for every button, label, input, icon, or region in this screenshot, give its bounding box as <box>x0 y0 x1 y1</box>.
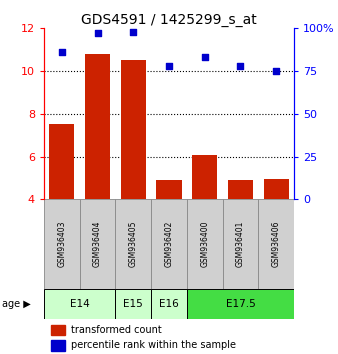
Bar <box>156 180 182 199</box>
FancyBboxPatch shape <box>44 289 115 319</box>
Bar <box>51 340 65 350</box>
Text: GSM936405: GSM936405 <box>129 221 138 267</box>
Text: age ▶: age ▶ <box>2 299 30 309</box>
Text: GSM936402: GSM936402 <box>165 221 173 267</box>
Point <box>202 55 208 60</box>
Bar <box>49 125 74 199</box>
Text: E16: E16 <box>159 299 179 309</box>
Bar <box>85 54 110 199</box>
Point <box>273 68 279 74</box>
FancyBboxPatch shape <box>187 199 223 289</box>
Text: E14: E14 <box>70 299 90 309</box>
FancyBboxPatch shape <box>258 199 294 289</box>
Bar <box>264 179 289 199</box>
Point <box>166 63 172 69</box>
Bar <box>192 155 217 199</box>
Bar <box>51 325 65 335</box>
FancyBboxPatch shape <box>151 289 187 319</box>
Text: GSM936400: GSM936400 <box>200 221 209 267</box>
FancyBboxPatch shape <box>115 199 151 289</box>
Text: GSM936406: GSM936406 <box>272 221 281 267</box>
FancyBboxPatch shape <box>223 199 258 289</box>
Point <box>130 29 136 35</box>
FancyBboxPatch shape <box>115 289 151 319</box>
Bar <box>228 180 253 199</box>
Text: E17.5: E17.5 <box>225 299 255 309</box>
Point <box>59 50 65 55</box>
FancyBboxPatch shape <box>80 199 115 289</box>
Text: GSM936404: GSM936404 <box>93 221 102 267</box>
Point <box>95 30 100 36</box>
Text: percentile rank within the sample: percentile rank within the sample <box>71 340 237 350</box>
Text: GSM936403: GSM936403 <box>57 221 66 267</box>
Text: GSM936401: GSM936401 <box>236 221 245 267</box>
FancyBboxPatch shape <box>151 199 187 289</box>
Bar <box>121 61 146 199</box>
Text: transformed count: transformed count <box>71 325 162 335</box>
Text: E15: E15 <box>123 299 143 309</box>
Title: GDS4591 / 1425299_s_at: GDS4591 / 1425299_s_at <box>81 13 257 27</box>
FancyBboxPatch shape <box>187 289 294 319</box>
FancyBboxPatch shape <box>44 199 80 289</box>
Point <box>238 63 243 69</box>
